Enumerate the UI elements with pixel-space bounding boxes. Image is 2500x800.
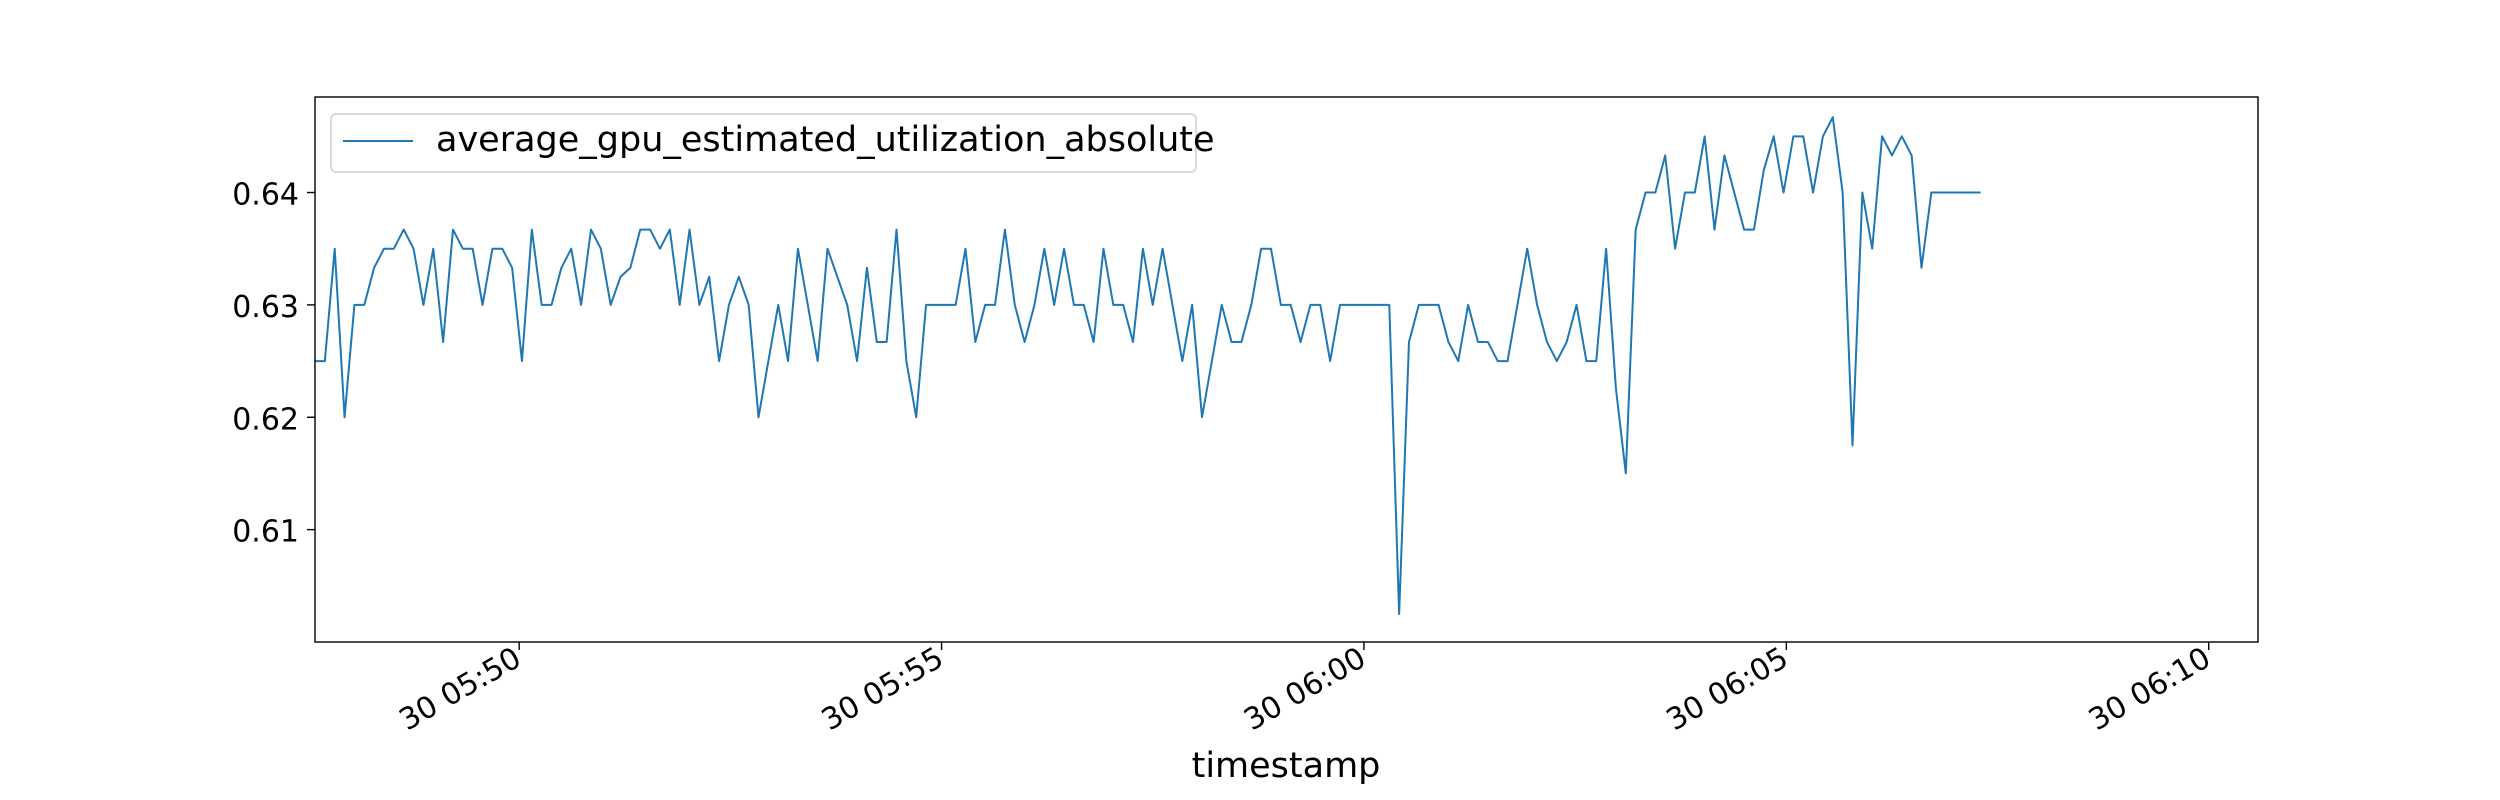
- y-tick-label-1: 0.62: [232, 402, 299, 437]
- plot-layer: [315, 116, 1981, 615]
- series-line-0: [315, 116, 1981, 615]
- legend: average_gpu_estimated_utilization_absolu…: [330, 113, 1215, 173]
- legend-box: [330, 113, 1197, 173]
- y-tick-label-2: 0.63: [232, 290, 299, 325]
- x-axis-label: timestamp: [1192, 746, 1381, 786]
- y-tick-label-3: 0.64: [232, 178, 299, 213]
- legend-label: average_gpu_estimated_utilization_absolu…: [436, 120, 1215, 160]
- axes-frame: [314, 96, 2259, 643]
- y-tick-label-0: 0.61: [232, 515, 299, 550]
